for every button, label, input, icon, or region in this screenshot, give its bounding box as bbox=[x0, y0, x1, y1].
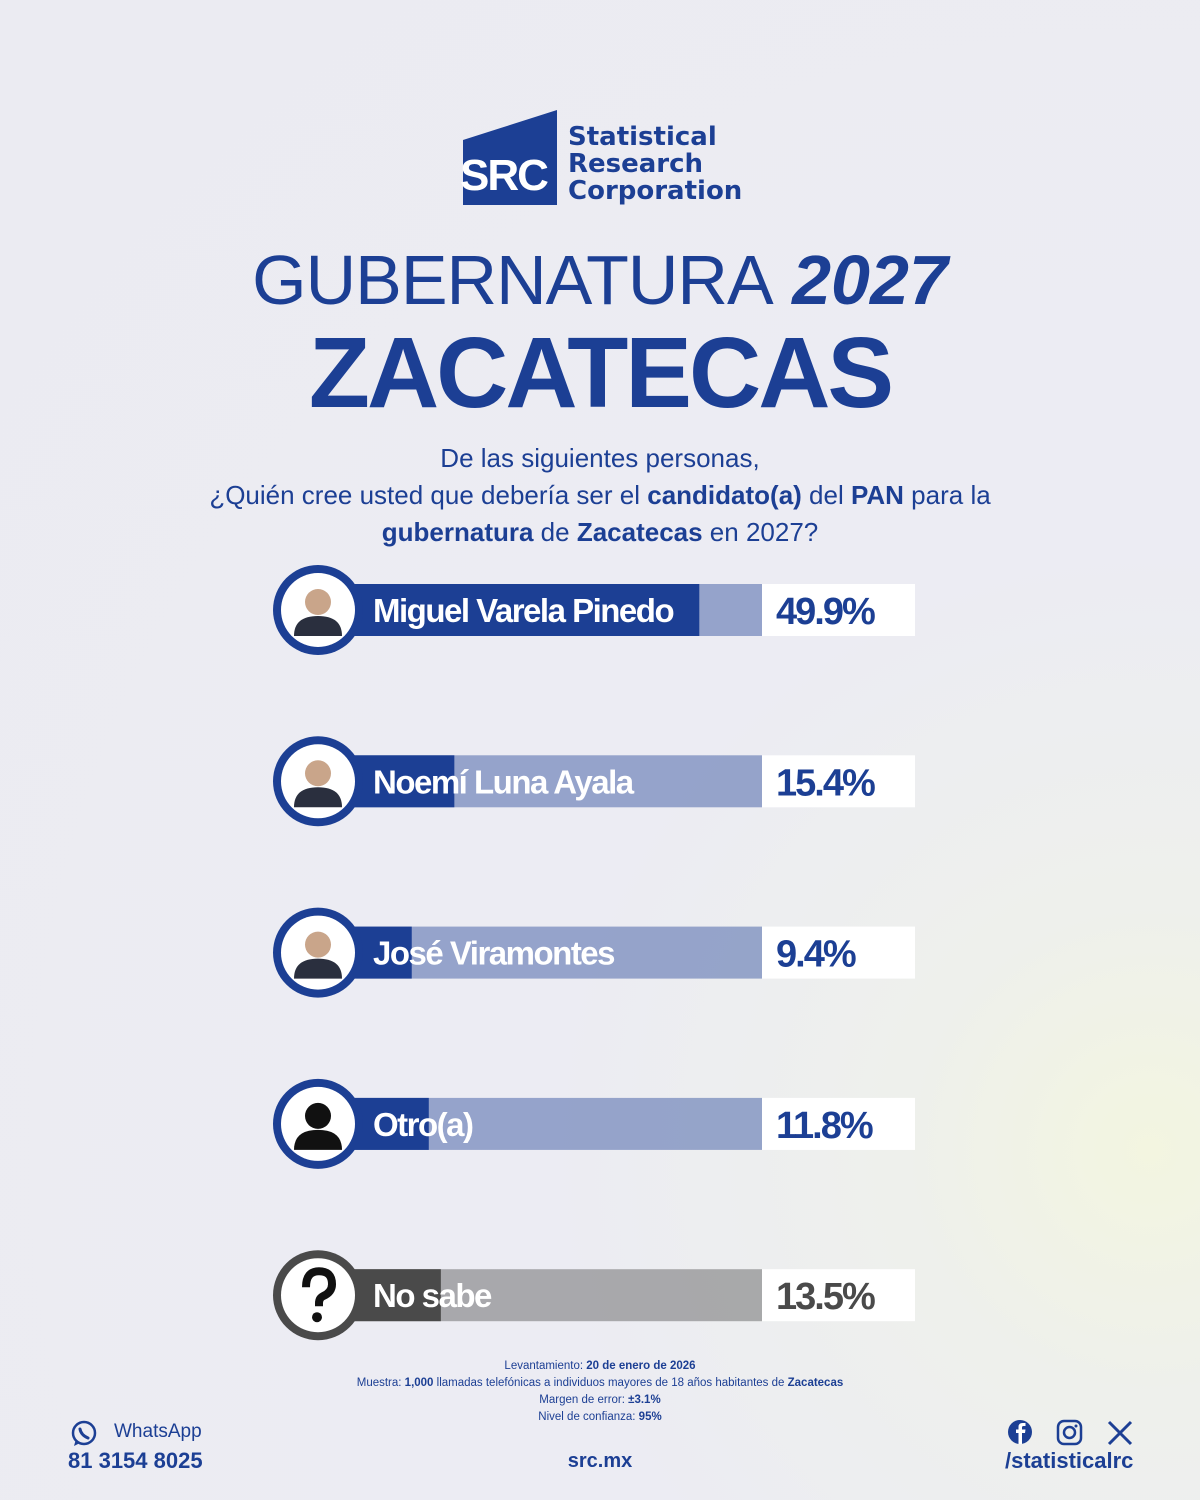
question-icon bbox=[312, 1312, 322, 1323]
value-box bbox=[762, 1269, 915, 1322]
methodology-line: Margen de error: ±3.1% bbox=[0, 1392, 1200, 1409]
methodology-text: ±3.1% bbox=[628, 1394, 661, 1406]
methodology-text: Margen de error: bbox=[539, 1394, 629, 1406]
methodology-text: llamadas telefónicas a individuos mayore… bbox=[433, 1377, 788, 1389]
question-text: PAN bbox=[850, 480, 904, 510]
question: De las siguientes personas, ¿Quién cree u… bbox=[0, 440, 1200, 551]
title: GUBERNATURA 2027 bbox=[0, 240, 1200, 320]
methodology-text: Zacatecas bbox=[787, 1377, 844, 1389]
subtitle: ZACATECAS bbox=[308, 317, 894, 429]
avatar-body bbox=[294, 1129, 342, 1150]
methodology-text: Muestra: bbox=[356, 1377, 405, 1389]
value-label: 49.9% bbox=[776, 591, 875, 633]
question-line: gubernatura de Zacatecas en 2027? bbox=[0, 514, 1200, 551]
value-box bbox=[762, 1097, 915, 1150]
social-handle: /statisticalrc bbox=[1005, 1448, 1134, 1473]
logo-line: Corporation bbox=[568, 176, 743, 206]
category-label: No sabe bbox=[373, 1277, 492, 1314]
logo-text: SRC bbox=[460, 151, 548, 200]
category-label: José Viramontes bbox=[373, 935, 614, 972]
question-text: del bbox=[801, 480, 851, 510]
value-box bbox=[762, 926, 915, 979]
avatar-head bbox=[305, 589, 331, 615]
social-icons bbox=[1008, 1419, 1133, 1446]
methodology-text: 20 de enero de 2026 bbox=[586, 1360, 696, 1372]
value-label: 11.8% bbox=[776, 1105, 873, 1147]
question-text: en 2027? bbox=[702, 517, 819, 547]
value-label: 15.4% bbox=[776, 762, 875, 804]
avatar-body bbox=[294, 616, 342, 636]
methodology-line: Nivel de confianza: 95% bbox=[0, 1409, 1200, 1426]
question-text: De las siguientes personas, bbox=[440, 443, 760, 473]
methodology-text: 95% bbox=[638, 1411, 662, 1423]
question-icon bbox=[302, 1267, 337, 1307]
question-text: de bbox=[533, 517, 577, 547]
question-text: ¿Quién cree usted que debería ser el bbox=[209, 480, 648, 510]
site: src.mx bbox=[567, 1450, 633, 1472]
question-text: para la bbox=[903, 480, 991, 510]
question-text: candidato(a) bbox=[647, 480, 802, 510]
value-label: 13.5% bbox=[776, 1276, 875, 1318]
question-line: ¿Quién cree usted que debería ser el can… bbox=[0, 477, 1200, 514]
avatar-body bbox=[294, 958, 342, 979]
methodology-text: Levantamiento: bbox=[504, 1360, 587, 1372]
category-label: Otro(a) bbox=[373, 1106, 473, 1143]
methodology-text: Nivel de confianza: bbox=[538, 1411, 639, 1423]
title-main: GUBERNATURA bbox=[252, 241, 774, 319]
category-label: Noemí Luna Ayala bbox=[373, 763, 635, 800]
value-box bbox=[762, 755, 915, 808]
question-line: De las siguientes personas, bbox=[0, 440, 1200, 477]
methodology-text: 1,000 bbox=[404, 1377, 434, 1389]
avatar-body bbox=[294, 787, 342, 808]
avatar-head bbox=[305, 931, 331, 958]
methodology-line: Muestra: 1,000 llamadas telefónicas a in… bbox=[0, 1375, 1200, 1392]
methodology: Levantamiento: 20 de enero de 2026 Muestr… bbox=[0, 1358, 1200, 1426]
whatsapp-icon bbox=[71, 1420, 97, 1446]
bar bbox=[345, 584, 700, 636]
value-box bbox=[762, 584, 915, 636]
bar bbox=[345, 755, 455, 808]
logo-line: Statistical bbox=[568, 122, 717, 152]
phone: 81 3154 8025 bbox=[68, 1448, 203, 1473]
whatsapp-label: WhatsApp bbox=[114, 1421, 202, 1442]
methodology-line: Levantamiento: 20 de enero de 2026 bbox=[0, 1358, 1200, 1375]
value-label: 9.4% bbox=[776, 934, 856, 976]
title-year: 2027 bbox=[792, 241, 948, 319]
question-text: gubernatura bbox=[381, 517, 534, 547]
question-text: Zacatecas bbox=[576, 517, 703, 547]
avatar-head bbox=[305, 760, 331, 787]
category-label: Miguel Varela Pinedo bbox=[373, 592, 673, 629]
logo-mark: SRC bbox=[460, 110, 557, 205]
logo-line: Research bbox=[568, 149, 704, 179]
avatar-head bbox=[305, 1102, 331, 1129]
logo-lines: Statistical Research Corporation bbox=[568, 124, 742, 205]
